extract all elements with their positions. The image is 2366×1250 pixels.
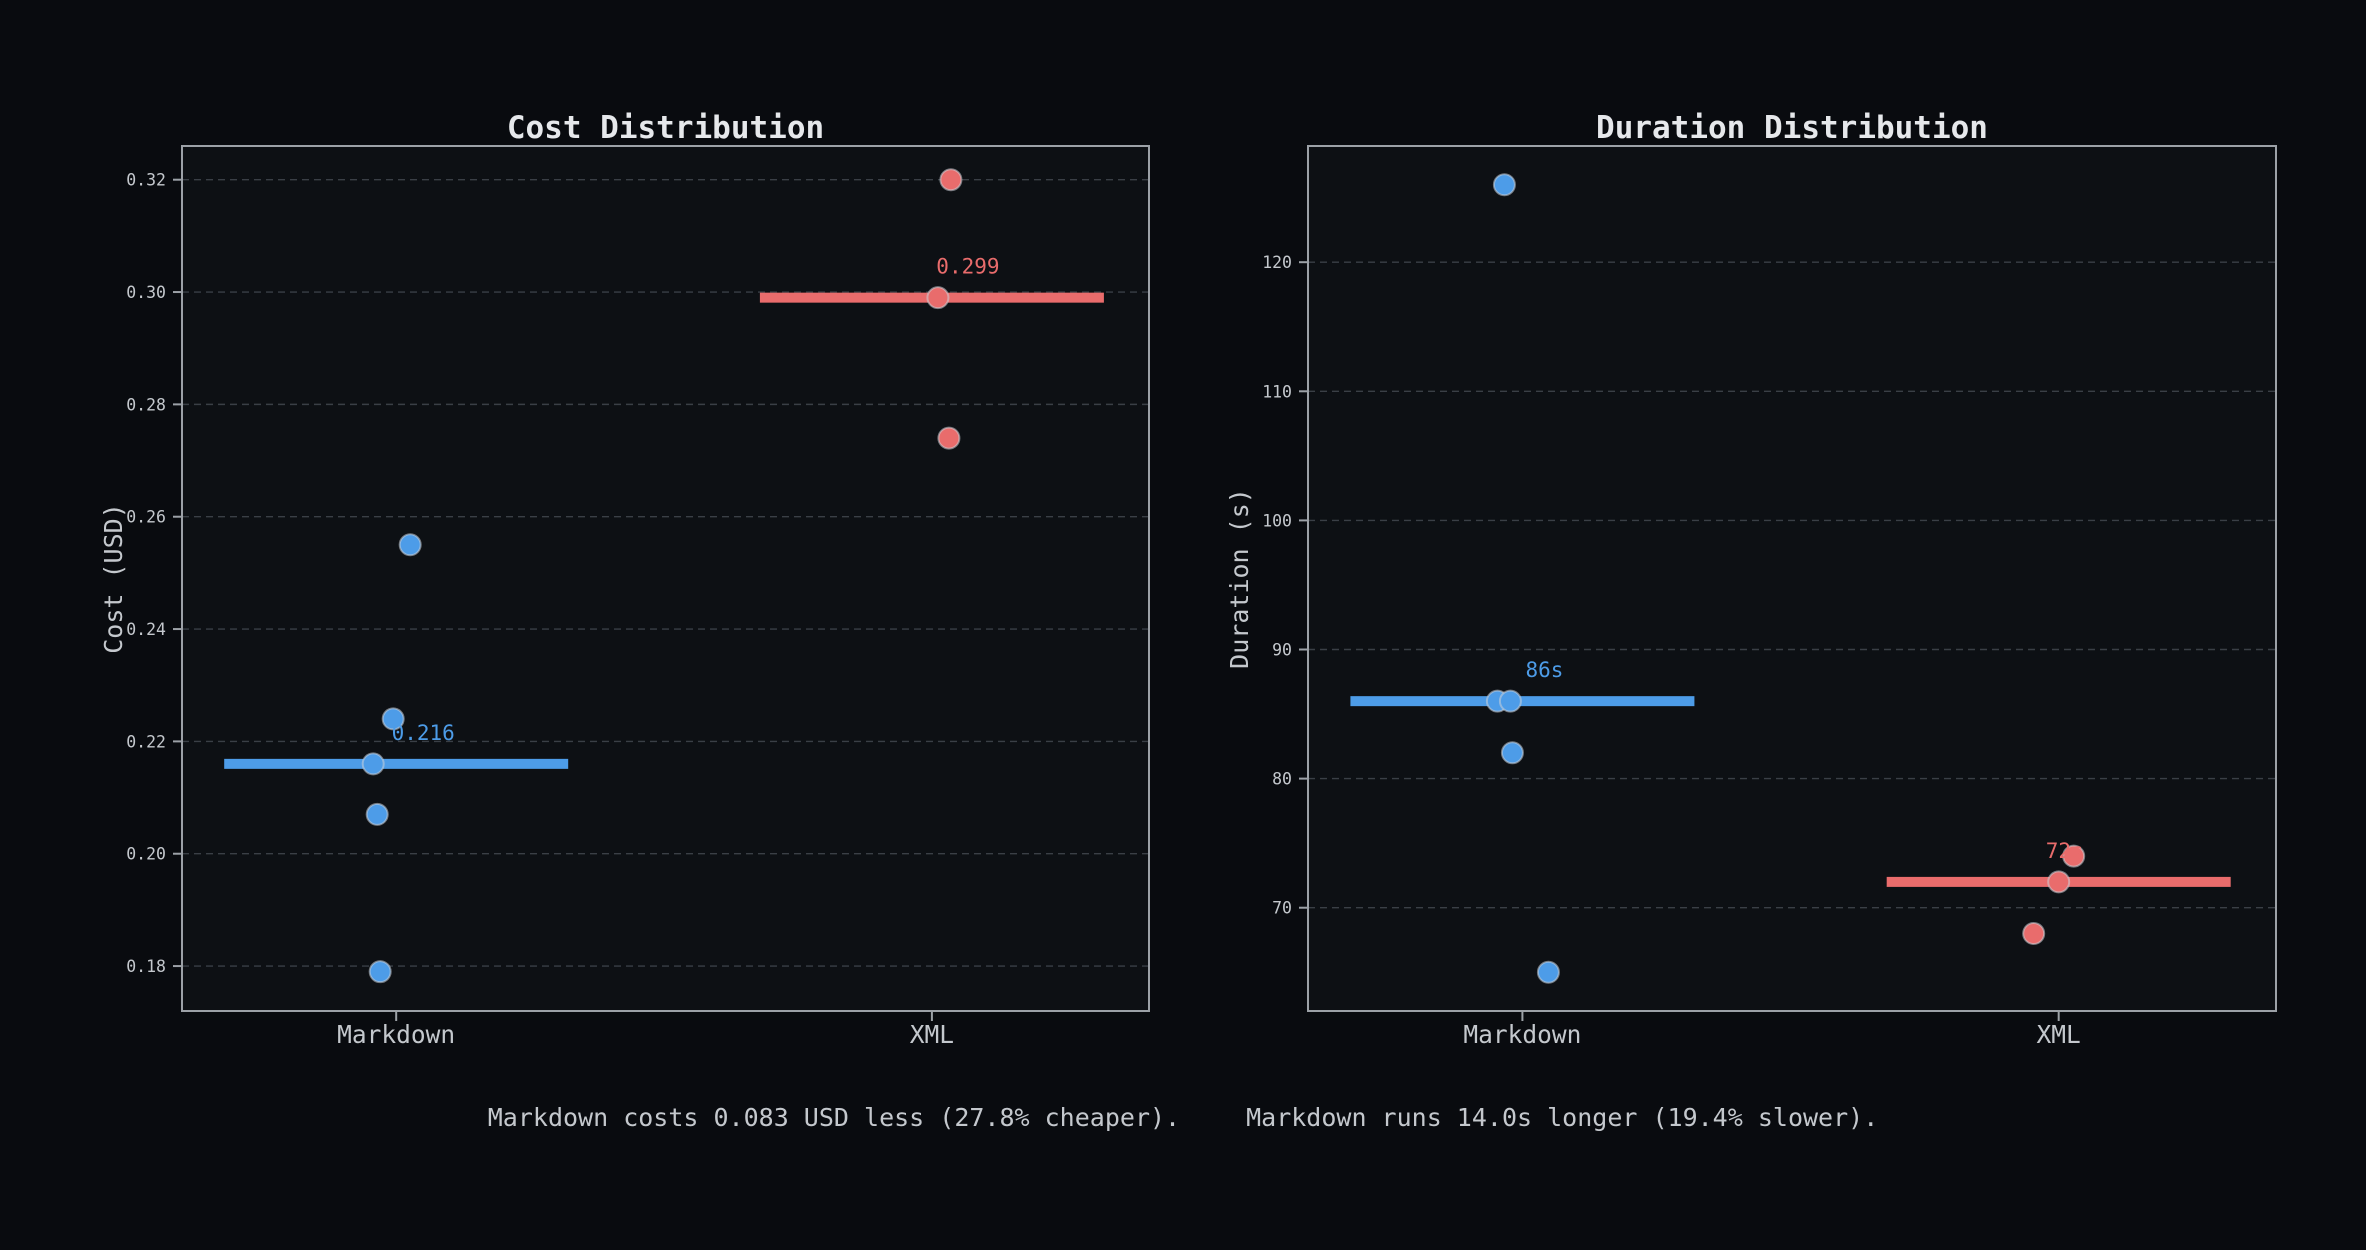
y-tick-label: 90 [1272,641,1292,660]
median-label: 86s [1525,658,1563,682]
axes-border [1307,145,2277,1012]
data-point [2047,870,2071,894]
median-line [1350,696,1695,707]
data-point [939,168,963,192]
data-point [381,707,405,731]
axes-background [182,146,1149,1011]
chart-duration: 70 80 90 100 110 120 86s 72s Markdown XML Duration… [1225,110,2277,1049]
y-axis-label: Duration (s) [1225,488,1254,669]
y-tick-label: 0.24 [126,620,166,639]
y-tick-label: 0.32 [126,171,166,190]
y-tick-label: 0.22 [126,732,166,751]
annotations: Markdown costs 0.083 USD less (27.8% che… [0,1102,2366,1134]
cost-annotation: Markdown costs 0.083 USD less (27.8% che… [487,1103,1181,1132]
y-tick-label: 100 [1262,511,1292,530]
data-point [2022,922,2046,946]
y-axis-label: Cost (USD) [99,503,128,654]
median-label: 72s [2046,839,2084,863]
y-tick-label: 0.26 [126,508,166,527]
x-category-label: XML [910,1020,954,1049]
x-category-label: Markdown [337,1020,455,1049]
median-label: 0.216 [392,721,455,745]
chart-title: Duration Distribution [1596,110,1988,146]
data-point [1492,173,1516,197]
data-point [1498,689,1522,713]
data-point [361,752,385,776]
y-tick-label: 70 [1272,899,1292,918]
y-tick-label: 0.28 [126,395,166,414]
data-point [2062,844,2086,868]
y-tick-label: 0.18 [126,957,166,976]
data-point [1500,741,1524,765]
y-tick-label: 80 [1272,770,1292,789]
data-point [398,533,422,557]
chart-title: Cost Distribution [507,110,824,146]
y-tick-label: 0.20 [126,845,166,864]
data-point [926,286,950,310]
x-category-label: XML [2037,1020,2081,1049]
axes-border [181,145,1150,1012]
y-tick-label: 110 [1262,382,1292,401]
chart-cost: 0.18 0.20 0.22 0.24 0.26 0.28 0.30 0.32 0.216 0.2… [99,110,1150,1049]
data-point [365,802,389,826]
data-point [368,960,392,984]
data-point [937,426,961,450]
x-category-label: Markdown [1463,1020,1581,1049]
y-tick-label: 120 [1262,253,1292,272]
axes-background [1308,146,2276,1011]
y-tick-label: 0.30 [126,283,166,302]
median-line [224,758,569,769]
median-label: 0.299 [936,255,999,279]
duration-annotation: Markdown runs 14.0s longer (19.4% slower… [1246,1103,1879,1132]
data-point [1536,960,1560,984]
